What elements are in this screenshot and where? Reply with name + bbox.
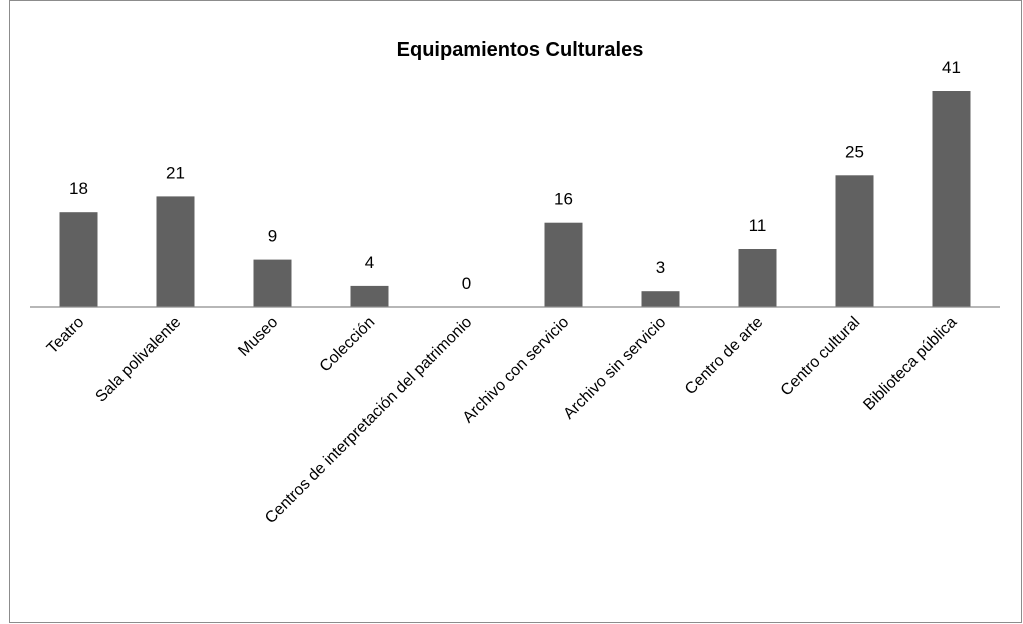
data-label: 3 — [656, 258, 665, 277]
category-label: Centro cultural — [778, 314, 864, 400]
data-label: 0 — [462, 274, 471, 293]
chart-frame — [9, 0, 1022, 623]
bar — [59, 212, 98, 307]
category-label: Biblioteca pública — [860, 314, 960, 414]
data-label: 9 — [268, 227, 277, 246]
category-label: Teatro — [44, 314, 88, 358]
bars-group — [59, 91, 971, 307]
bar — [738, 249, 777, 307]
chart-title: Equipamientos Culturales — [397, 39, 644, 61]
bar — [641, 291, 680, 307]
category-label: Archivo con servicio — [460, 314, 573, 427]
data-label: 25 — [845, 142, 864, 161]
data-label: 16 — [554, 190, 573, 209]
bar — [156, 196, 195, 307]
bar — [350, 285, 389, 307]
category-label: Centro de arte — [682, 314, 766, 398]
data-label: 21 — [166, 163, 185, 182]
category-label: Colección — [317, 314, 379, 376]
data-label: 41 — [942, 58, 961, 77]
data-label: 4 — [365, 253, 374, 272]
category-label: Museo — [235, 314, 281, 360]
category-label: Sala polivalente — [92, 314, 184, 406]
bar — [932, 91, 971, 307]
category-label: Centros de interpretación del patrimonio — [262, 314, 475, 527]
category-label: Archivo sin servicio — [560, 314, 669, 423]
data-label: 11 — [749, 216, 767, 235]
data-label: 18 — [69, 179, 88, 198]
bar — [253, 259, 292, 307]
bar — [544, 222, 583, 307]
bar — [835, 175, 874, 307]
